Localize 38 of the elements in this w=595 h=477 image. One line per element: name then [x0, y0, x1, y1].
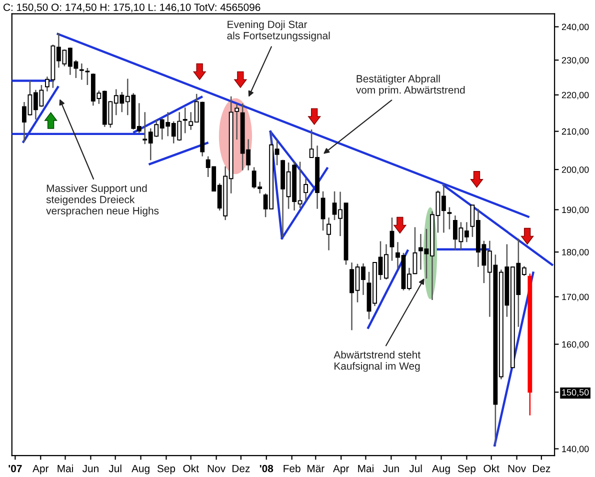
y-tick-label: 180,00: [562, 248, 589, 256]
x-tick-label: Sep: [157, 464, 176, 474]
x-tick-label: Apr: [32, 464, 49, 474]
x-tick-label: Jun: [82, 464, 98, 472]
annotation: Evening Doji Star als Fortsetzungssignal: [227, 20, 330, 42]
x-tick-label: Jun: [382, 464, 399, 472]
y-tick-label: 200,00: [562, 166, 589, 174]
y-tick-label: 190,00: [562, 206, 589, 214]
x-tick-label: Mai: [58, 464, 73, 472]
y-tick-label: 210,00: [562, 128, 589, 136]
x-tick-label: Nov: [208, 464, 226, 472]
annotation: Massiver Support und steigendes Dreieck versprachen neue Highs: [46, 184, 159, 216]
y-tick-label: 160,00: [562, 341, 589, 349]
x-tick-label: Nov: [508, 464, 526, 472]
y-tick-label: 140,00: [562, 446, 589, 454]
y-tick-label: 150,50: [562, 389, 589, 397]
x-tick-label: Mai: [358, 464, 374, 472]
y-tick-label: 170,00: [562, 294, 589, 302]
y-tick-label: 220,00: [562, 92, 589, 100]
x-tick-label: Jul: [108, 464, 122, 472]
chart-title: C: 150,50 O: 174,50 H: 175,10 L: 146,10 TotV: 4565096: [4, 4, 260, 12]
x-tick-label: Aug: [132, 464, 150, 474]
x-tick-label: Mär: [308, 464, 324, 472]
annotation: Bestätigter Abprall vom prim. Abwärtstrend: [356, 74, 465, 96]
x-tick-label: Sep: [458, 464, 476, 474]
x-tick-label: '08: [260, 464, 274, 472]
x-tick-label: Okt: [183, 464, 199, 472]
x-tick-label: Dez: [232, 464, 250, 472]
y-tick-label: 230,00: [562, 57, 589, 65]
x-tick-label: Feb: [284, 464, 300, 472]
x-tick-label: Apr: [333, 464, 350, 474]
x-tick-label: Dez: [533, 464, 550, 472]
annotation: Abwärtstrend steht Kaufsignal im Weg: [334, 350, 420, 372]
x-tick-label: Okt: [484, 464, 500, 472]
x-tick-label: Aug: [432, 464, 450, 474]
x-tick-label: '07: [8, 464, 22, 472]
y-tick-label: 240,00: [562, 24, 589, 32]
x-tick-label: Jul: [409, 464, 422, 472]
